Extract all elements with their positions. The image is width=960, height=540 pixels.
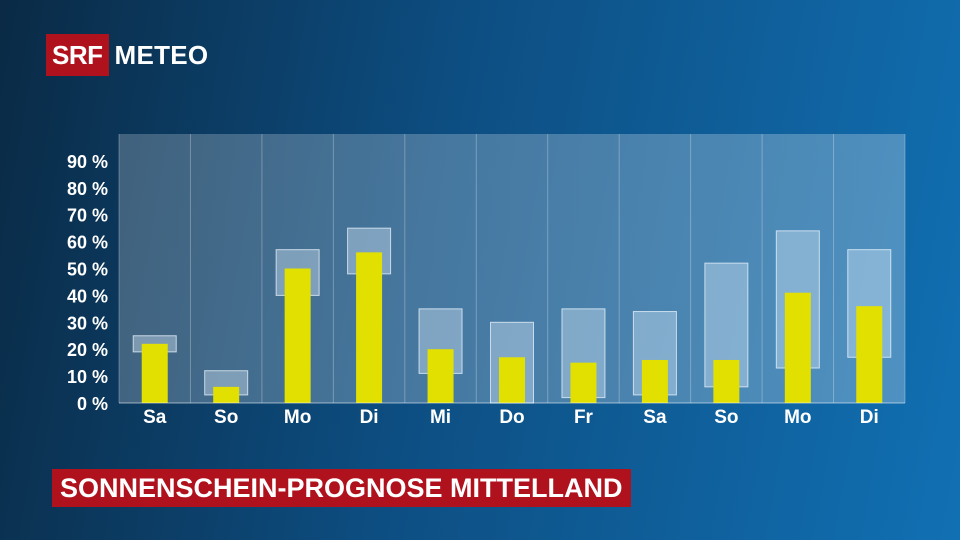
sunshine-bar <box>284 268 311 403</box>
srf-logo-box: SRF <box>46 34 109 76</box>
x-tick-label: Di <box>360 407 379 428</box>
meteo-logo-text: METEO <box>114 39 209 70</box>
srf-meteo-logo: SRF METEO <box>46 34 208 76</box>
sunshine-bar <box>713 359 740 403</box>
x-tick-label: Do <box>499 407 524 428</box>
y-tick-label: 50 % <box>67 260 108 280</box>
sunshine-bar <box>427 349 454 403</box>
y-tick-label: 40 % <box>67 286 108 306</box>
y-tick-label: 10 % <box>67 367 108 387</box>
x-tick-label: Mi <box>430 407 451 428</box>
y-tick-label: 0 % <box>77 394 108 414</box>
x-tick-label: Di <box>860 407 879 428</box>
x-tick-label: So <box>714 407 738 428</box>
y-tick-label: 20 % <box>67 340 108 360</box>
y-tick-label: 80 % <box>67 179 108 199</box>
sunshine-bar <box>356 252 383 403</box>
y-tick-label: 90 % <box>67 152 108 172</box>
sunshine-bar <box>641 359 668 403</box>
y-tick-label: 70 % <box>67 206 108 226</box>
sunshine-bar <box>141 343 168 403</box>
sunshine-bar <box>499 357 525 403</box>
y-tick-label: 60 % <box>67 233 108 253</box>
x-tick-label: Fr <box>574 407 594 428</box>
x-tick-label: Sa <box>143 407 167 428</box>
y-tick-label: 30 % <box>67 313 108 333</box>
sunshine-bar <box>570 362 597 403</box>
x-tick-label: Mo <box>284 407 311 428</box>
sunshine-bar <box>784 292 811 403</box>
x-tick-label: Mo <box>784 407 811 428</box>
chart-title: SONNENSCHEIN-PROGNOSE MITTELLAND <box>52 469 631 507</box>
sunshine-bar <box>213 386 240 403</box>
x-tick-label: So <box>214 407 238 428</box>
sunshine-bar <box>856 306 883 403</box>
x-tick-label: Sa <box>643 407 667 428</box>
